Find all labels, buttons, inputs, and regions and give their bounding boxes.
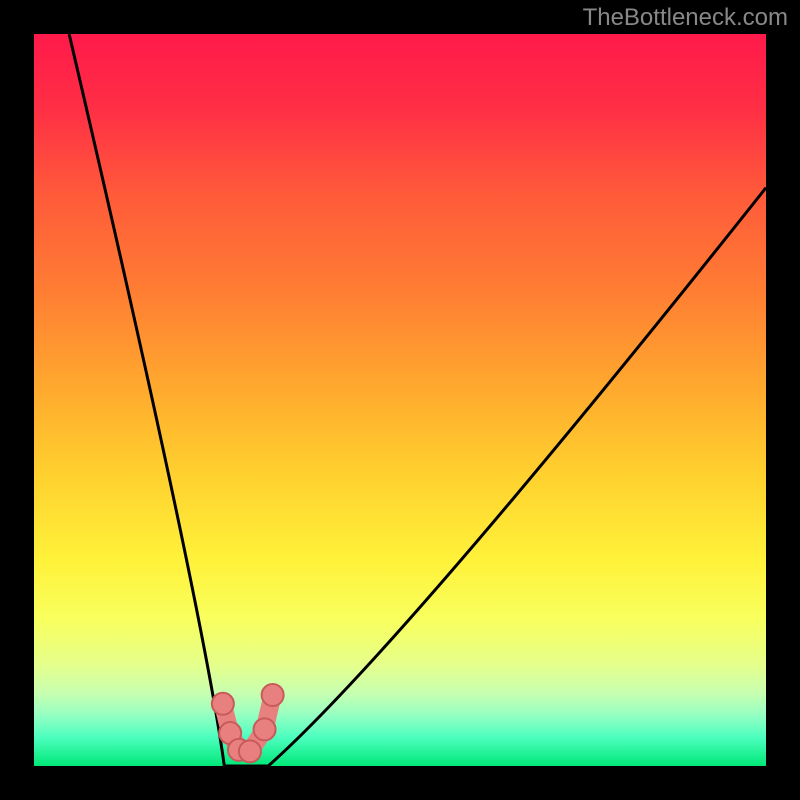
chart-root: TheBottleneck.com <box>0 0 800 800</box>
bottleneck-chart <box>0 0 800 800</box>
gradient-plot-area <box>34 34 766 766</box>
data-marker <box>254 718 276 740</box>
data-marker <box>262 684 284 706</box>
data-marker <box>239 740 261 762</box>
watermark-text: TheBottleneck.com <box>583 4 788 32</box>
data-marker <box>212 693 234 715</box>
